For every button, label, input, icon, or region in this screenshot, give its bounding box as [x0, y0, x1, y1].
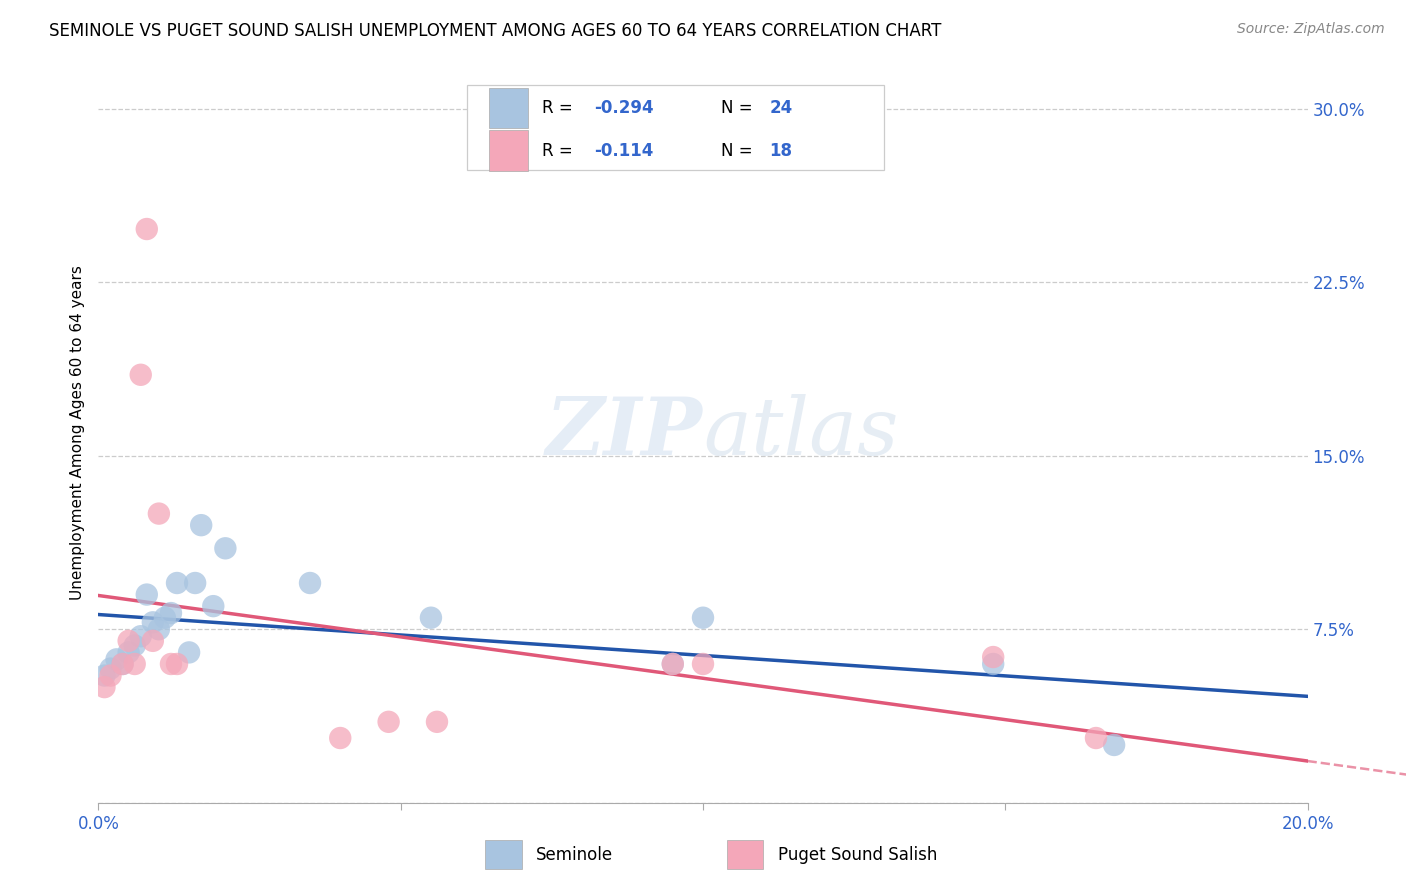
Point: [184, 576, 207, 591]
Point: [118, 645, 141, 659]
Point: [190, 518, 212, 533]
Point: [420, 610, 443, 624]
Point: [148, 507, 170, 521]
Point: [661, 657, 683, 671]
Point: [179, 645, 201, 659]
Point: [661, 657, 683, 671]
Point: [105, 652, 128, 666]
FancyBboxPatch shape: [489, 130, 527, 171]
Text: ZIP: ZIP: [546, 394, 703, 471]
Point: [111, 657, 134, 671]
FancyBboxPatch shape: [467, 85, 884, 169]
Point: [142, 633, 165, 648]
Point: [129, 629, 152, 643]
FancyBboxPatch shape: [727, 840, 763, 870]
Point: [692, 610, 714, 624]
Point: [1085, 731, 1108, 745]
Point: [148, 622, 170, 636]
Point: [214, 541, 236, 556]
Point: [135, 222, 157, 236]
Text: 24: 24: [769, 100, 793, 118]
Point: [111, 657, 134, 671]
Text: -0.114: -0.114: [595, 142, 654, 160]
Point: [129, 368, 152, 382]
Point: [118, 633, 141, 648]
Point: [166, 657, 188, 671]
Point: [124, 639, 146, 653]
Point: [692, 657, 714, 671]
Y-axis label: Unemployment Among Ages 60 to 64 years: Unemployment Among Ages 60 to 64 years: [69, 265, 84, 600]
Point: [329, 731, 352, 745]
Point: [299, 576, 322, 591]
FancyBboxPatch shape: [489, 87, 527, 128]
Point: [93, 680, 115, 694]
Point: [135, 588, 157, 602]
Point: [100, 662, 122, 676]
Point: [981, 657, 1004, 671]
Text: Seminole: Seminole: [536, 846, 613, 863]
Point: [153, 610, 176, 624]
Text: Puget Sound Salish: Puget Sound Salish: [778, 846, 938, 863]
Point: [377, 714, 399, 729]
Text: 18: 18: [769, 142, 793, 160]
Text: SEMINOLE VS PUGET SOUND SALISH UNEMPLOYMENT AMONG AGES 60 TO 64 YEARS CORRELATIO: SEMINOLE VS PUGET SOUND SALISH UNEMPLOYM…: [49, 22, 942, 40]
Point: [93, 668, 115, 682]
Point: [100, 668, 122, 682]
Text: -0.294: -0.294: [595, 100, 654, 118]
Text: atlas: atlas: [703, 394, 898, 471]
Point: [142, 615, 165, 630]
Point: [981, 650, 1004, 665]
Point: [166, 576, 188, 591]
Point: [160, 606, 183, 620]
Point: [1102, 738, 1125, 752]
Text: Source: ZipAtlas.com: Source: ZipAtlas.com: [1237, 22, 1385, 37]
Text: R =: R =: [543, 142, 578, 160]
Text: N =: N =: [721, 142, 758, 160]
Point: [202, 599, 225, 614]
Point: [124, 657, 146, 671]
Point: [426, 714, 449, 729]
Point: [160, 657, 183, 671]
Text: R =: R =: [543, 100, 578, 118]
Text: N =: N =: [721, 100, 758, 118]
FancyBboxPatch shape: [485, 840, 522, 870]
